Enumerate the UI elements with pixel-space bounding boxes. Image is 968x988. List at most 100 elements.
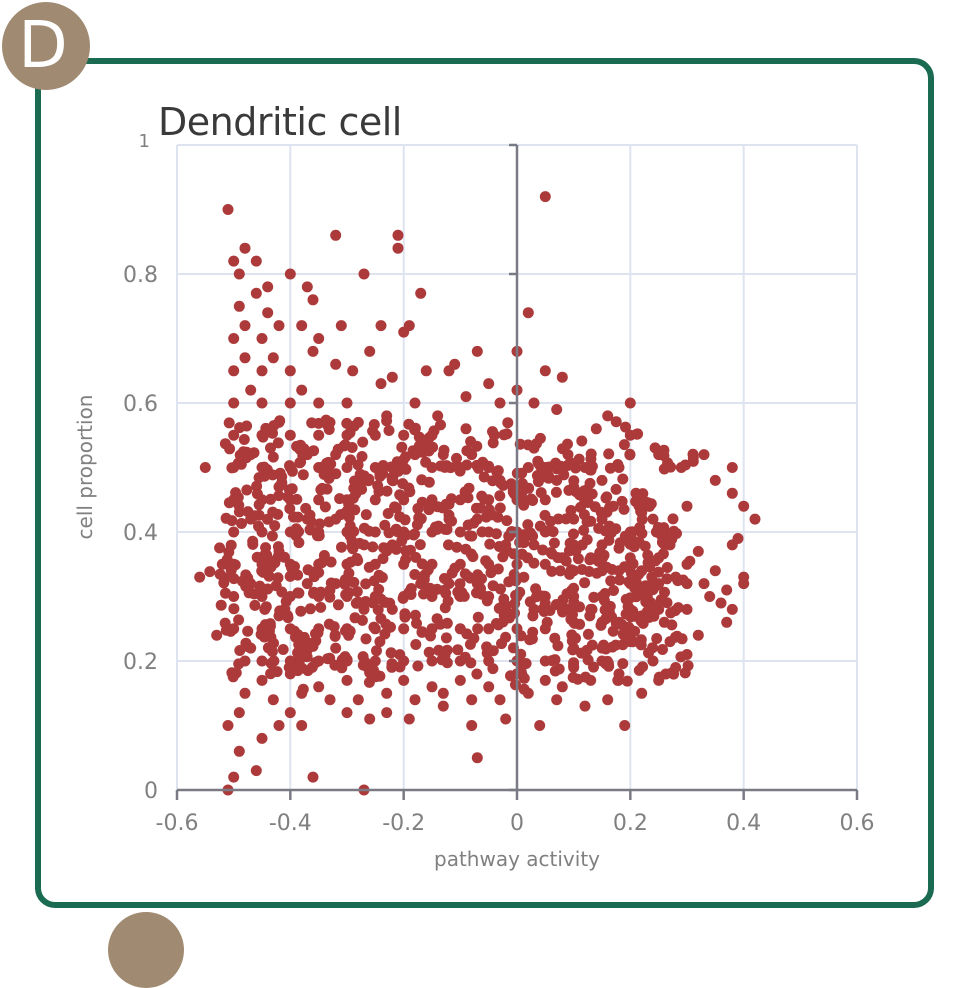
data-point (472, 623, 484, 635)
data-point (645, 498, 657, 510)
data-point (400, 451, 411, 463)
data-point (565, 505, 577, 516)
x-tick-label: 0.6 (840, 811, 875, 836)
data-point (325, 577, 337, 589)
data-point (598, 560, 610, 572)
data-point (256, 655, 268, 667)
data-point (394, 511, 406, 523)
data-point (228, 365, 240, 377)
data-point (487, 645, 499, 657)
data-point (649, 442, 661, 454)
data-point (295, 605, 307, 617)
data-point (501, 428, 513, 440)
data-point (367, 425, 379, 437)
data-point (460, 423, 472, 435)
data-point (461, 459, 473, 471)
data-point (398, 326, 410, 338)
data-point (255, 628, 267, 640)
data-point (648, 600, 660, 612)
data-point (233, 300, 245, 312)
data-point (501, 545, 513, 557)
data-point (522, 519, 534, 531)
data-point (491, 466, 503, 477)
data-point (624, 448, 636, 460)
data-point (539, 191, 551, 203)
data-point (487, 426, 498, 438)
data-point (381, 545, 393, 557)
data-point (510, 589, 522, 601)
data-point (369, 593, 381, 605)
data-point (471, 668, 483, 680)
data-point (412, 660, 424, 672)
data-point (558, 469, 570, 481)
y-tick-label: 0 (144, 779, 158, 804)
data-point (295, 456, 307, 468)
data-point (564, 457, 576, 469)
data-point (441, 617, 453, 629)
data-point (630, 496, 642, 507)
data-point (653, 671, 665, 683)
data-point (282, 612, 294, 624)
data-point (692, 629, 704, 641)
panel-badge: D (2, 2, 90, 90)
data-point (433, 644, 445, 656)
data-point (313, 333, 325, 344)
data-point (394, 661, 406, 673)
data-point (439, 523, 451, 535)
data-point (254, 580, 266, 592)
data-point (550, 599, 562, 610)
data-point (715, 597, 727, 609)
data-point (551, 694, 563, 706)
data-point (221, 554, 233, 565)
data-point (394, 489, 406, 501)
data-point (398, 429, 410, 441)
data-point (617, 658, 629, 670)
data-point (423, 476, 435, 488)
data-point (584, 464, 596, 476)
data-point (502, 417, 514, 429)
data-point (256, 365, 268, 377)
data-point (256, 397, 268, 409)
data-point (302, 665, 314, 677)
data-point (484, 538, 496, 550)
data-point (368, 621, 380, 633)
data-point (579, 700, 591, 712)
data-point (379, 596, 391, 608)
data-point (308, 586, 320, 598)
data-point (286, 483, 298, 495)
data-point (218, 572, 230, 584)
data-point (262, 642, 274, 654)
data-point (438, 444, 450, 456)
data-point (726, 603, 738, 615)
data-point (386, 661, 398, 673)
data-point (597, 551, 609, 563)
x-tick-labels: -0.6 -0.4 -0.2 0 0.2 0.4 0.6 (156, 811, 875, 836)
data-point (282, 491, 294, 503)
data-point (420, 456, 432, 468)
data-point (534, 432, 546, 444)
data-point (356, 614, 368, 626)
data-point (226, 515, 238, 527)
data-point (273, 720, 285, 731)
data-point (403, 482, 415, 494)
data-point (545, 547, 557, 558)
data-point (400, 463, 412, 475)
data-point (665, 461, 677, 473)
data-point (297, 469, 309, 481)
data-point (267, 694, 279, 706)
data-point (308, 445, 320, 457)
data-point (566, 635, 578, 647)
data-point (494, 397, 506, 409)
data-point (665, 607, 677, 619)
data-point (313, 494, 325, 506)
data-point (324, 694, 336, 706)
data-point (265, 493, 277, 505)
data-point (462, 570, 473, 582)
data-point (522, 439, 534, 451)
data-point (476, 588, 488, 600)
data-point (330, 468, 342, 480)
data-point (684, 555, 696, 567)
data-point (219, 438, 231, 450)
data-point (293, 537, 305, 549)
data-point (501, 515, 513, 527)
